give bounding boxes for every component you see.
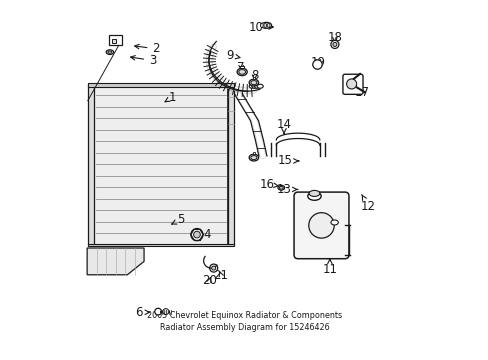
Ellipse shape [308,190,319,197]
Text: 13: 13 [277,183,297,196]
Text: 20: 20 [202,274,216,287]
Circle shape [330,40,338,49]
Text: 2005 Chevrolet Equinox Radiator & Components
Radiator Assembly Diagram for 15246: 2005 Chevrolet Equinox Radiator & Compon… [146,311,342,332]
Bar [252,152,255,154]
Ellipse shape [249,154,258,161]
Text: 1: 1 [165,91,176,104]
Ellipse shape [254,84,260,88]
Text: 7: 7 [237,61,244,74]
Ellipse shape [330,220,338,225]
Polygon shape [94,84,227,245]
Polygon shape [87,248,144,275]
Ellipse shape [260,23,263,27]
Ellipse shape [106,50,113,54]
Bar [240,66,244,68]
Text: 12: 12 [360,194,375,213]
Text: 9: 9 [226,49,240,62]
Ellipse shape [264,23,266,27]
Ellipse shape [279,186,283,189]
Circle shape [163,309,168,315]
Text: 10: 10 [248,21,273,33]
Text: 21: 21 [213,269,228,282]
Circle shape [312,60,322,69]
Text: 8: 8 [250,69,258,82]
Ellipse shape [261,22,271,28]
FancyBboxPatch shape [342,74,362,94]
Bar [88,84,94,245]
Circle shape [190,229,203,240]
Ellipse shape [238,69,245,74]
Ellipse shape [237,68,246,76]
Ellipse shape [108,51,112,53]
Ellipse shape [251,84,257,88]
Text: 5: 5 [171,213,184,226]
Circle shape [308,213,333,238]
Circle shape [155,308,161,315]
Text: 15: 15 [278,154,298,167]
Bar [112,39,116,43]
Text: 4: 4 [197,228,211,241]
Text: 18: 18 [327,31,342,44]
Text: 2: 2 [134,42,160,55]
Circle shape [346,79,356,89]
Text: 17: 17 [353,86,368,99]
Circle shape [211,266,215,270]
Bar [252,77,255,79]
Ellipse shape [250,81,256,85]
Circle shape [193,231,200,238]
Ellipse shape [307,192,321,200]
Ellipse shape [257,84,263,88]
Ellipse shape [267,23,269,27]
Bar [88,244,234,246]
FancyBboxPatch shape [293,192,348,259]
Ellipse shape [250,156,256,159]
Text: 19: 19 [310,56,325,69]
Circle shape [209,264,217,272]
Bar [227,84,234,245]
Text: 14: 14 [276,118,291,134]
Text: 3: 3 [130,54,156,67]
Ellipse shape [277,185,284,190]
Text: 11: 11 [322,259,337,276]
Ellipse shape [249,79,258,86]
Circle shape [332,42,336,46]
Bar [88,83,234,87]
Text: 16: 16 [259,178,278,191]
Bar [109,35,122,45]
Ellipse shape [249,84,255,88]
Text: 6: 6 [135,306,149,319]
